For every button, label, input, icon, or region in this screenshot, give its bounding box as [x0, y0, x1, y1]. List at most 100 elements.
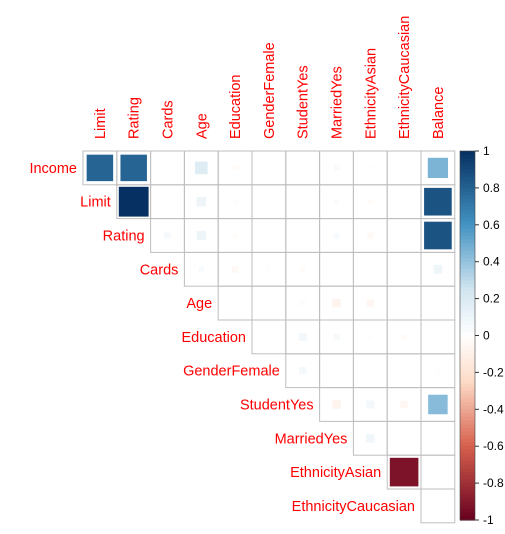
colorbar-segment [460, 446, 475, 451]
colorbar-segment [460, 405, 475, 410]
colorbar-segment [460, 387, 475, 392]
colorbar-segment [460, 416, 475, 421]
column-label: StudentYes [296, 65, 312, 139]
colorbar-segment [460, 313, 475, 318]
column-label: EthnicityCaucasian [397, 16, 413, 139]
colorbar-segment [460, 449, 475, 455]
colorbar-tick-label: 0.6 [483, 218, 500, 232]
colorbar-segment [460, 427, 475, 433]
column-label: Cards [161, 100, 177, 139]
colorbar-segment [460, 361, 475, 366]
colorbar-segment [460, 235, 475, 241]
colorbar-segment [460, 435, 475, 440]
colorbar-segment [460, 191, 475, 196]
colorbar-tick-label: 0.2 [483, 292, 500, 306]
colorbar-segment [460, 243, 475, 248]
correlation-square [332, 298, 341, 308]
row-label: EthnicityAsian [290, 465, 381, 481]
column-label: Balance [431, 87, 447, 139]
correlation-square [232, 165, 238, 171]
colorbar-segment [460, 394, 475, 399]
colorbar-segment [460, 269, 475, 274]
grid-cell [420, 488, 456, 524]
colorbar-segment [460, 368, 475, 373]
colorbar-segment [460, 317, 475, 322]
colorbar-segment [460, 350, 475, 355]
grid-cell [217, 285, 253, 321]
colorbar-segment [460, 324, 475, 329]
column-label: MarriedYes [330, 66, 346, 139]
row-labels: Income Limit Rating Cards Age Education Gender… [29, 161, 415, 515]
correlation-square [299, 367, 307, 375]
colorbar-segment [460, 320, 475, 326]
colorbar-segment [460, 158, 475, 163]
row-label: StudentYes [240, 398, 314, 414]
colorbar-segment [460, 187, 475, 193]
colorbar-segment [460, 424, 475, 429]
correlation-square [436, 335, 440, 339]
grid-cell [420, 285, 456, 321]
colorbar-segment [460, 438, 475, 444]
correlation-square [120, 154, 147, 182]
row-label: Education [182, 330, 247, 346]
colorbar-tick-label: 1 [483, 144, 490, 158]
correlation-square [366, 400, 375, 409]
correlation-square [267, 200, 271, 204]
correlation-square [427, 157, 449, 179]
colorbar-segment [460, 239, 475, 244]
correlation-square [400, 400, 408, 409]
row-label: Age [186, 296, 212, 312]
correlation-square [267, 335, 271, 339]
colorbar-segment [460, 221, 475, 226]
row-label: Rating [103, 229, 145, 245]
colorbar-segment [460, 280, 475, 285]
colorbar-segment [460, 206, 475, 211]
correlation-square [333, 164, 340, 171]
colorbar-segment [460, 298, 475, 303]
correlation-square [389, 457, 419, 487]
colorbar-segment [460, 302, 475, 307]
correlation-square [402, 436, 406, 440]
correlation-square [368, 334, 373, 340]
correlation-square [231, 265, 239, 273]
colorbar-segment [460, 198, 475, 204]
colorbar-segment [460, 250, 475, 255]
grid-cell [386, 251, 422, 287]
correlation-square [424, 187, 452, 216]
correlation-square [435, 368, 441, 373]
colorbar-tick-label: 0 [483, 329, 490, 343]
colorbar-segment [460, 468, 475, 473]
column-label: Age [194, 113, 210, 139]
colorbar-segment [460, 305, 475, 311]
correlation-square [333, 232, 340, 239]
colorbar-segment [460, 217, 475, 222]
colorbar-tick-label: -0.8 [483, 476, 504, 490]
column-label: GenderFemale [262, 42, 278, 139]
correlation-square [165, 165, 170, 171]
column-label: Limit [93, 108, 109, 139]
correlation-square [333, 199, 340, 205]
colorbar-segment [460, 497, 475, 503]
colorbar-segment [460, 431, 475, 436]
column-label: Education [228, 75, 244, 140]
colorbar-tick-label: -0.6 [483, 439, 504, 453]
correlation-square [424, 221, 452, 250]
colorbar-segment [460, 501, 475, 506]
colorbar-segment [460, 390, 475, 396]
correlation-square [198, 266, 205, 273]
colorbar-segment [460, 169, 475, 174]
correlation-square [433, 264, 443, 274]
colorbar-segment [460, 339, 475, 344]
colorbar-tick-label: -0.2 [483, 365, 504, 379]
colorbar-segment [460, 331, 475, 337]
correlation-square [333, 333, 340, 341]
grid-cell [386, 150, 422, 186]
colorbar-segment [460, 162, 475, 167]
colorbar-segment [460, 154, 475, 159]
row-label: Limit [80, 195, 111, 211]
correlation-square [368, 267, 372, 271]
colorbar-segment [460, 494, 475, 499]
correlation-square [86, 154, 114, 182]
colorbar-segment [460, 512, 475, 517]
colorbar-segment [460, 357, 475, 362]
